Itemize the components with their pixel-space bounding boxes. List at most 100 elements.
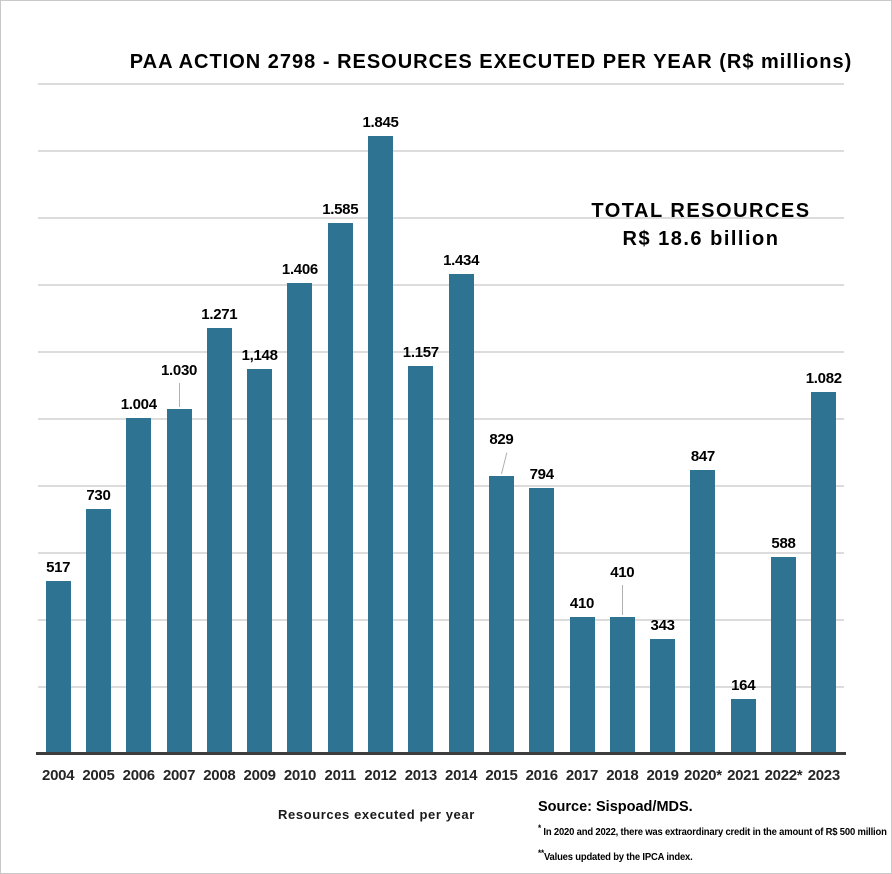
bar-2011 <box>327 223 353 754</box>
bar-slot-2005: 730 2005 <box>78 84 118 784</box>
bar-value-label: 410 <box>569 595 595 612</box>
bar-2017 <box>569 617 595 754</box>
bar-value-label: 343 <box>650 617 675 634</box>
bar-slot-2022*: 588 2022* <box>763 84 803 784</box>
bar-2006 <box>126 418 152 754</box>
x-tick-label: 2019 <box>646 767 679 784</box>
x-tick-label: 2014 <box>445 767 478 784</box>
total-resources-annotation: TOTAL RESOURCES R$ 18.6 billion <box>581 197 821 253</box>
bar-value-label: 1.434 <box>443 252 480 269</box>
x-tick-label: 2008 <box>203 767 236 784</box>
total-resources-line1: TOTAL RESOURCES <box>591 200 811 222</box>
bar-value-label: 847 <box>690 448 715 465</box>
bar-slot-2018: 410 2018 <box>602 84 642 784</box>
bar-value-label: 1.082 <box>805 370 842 387</box>
x-tick-label: 2009 <box>243 767 276 784</box>
gridline <box>38 284 844 286</box>
x-tick-label: 2013 <box>404 767 437 784</box>
x-tick-label: 2007 <box>162 767 196 784</box>
bar-2022* <box>770 557 796 754</box>
bar-value-label: 588 <box>771 535 796 552</box>
chart-title: PAA ACTION 2798 - RESOURCES EXECUTED PER… <box>129 51 853 73</box>
x-tick-label: 2018 <box>606 767 639 784</box>
bar-2019 <box>650 639 676 754</box>
bar-slot-2014: 1.434 2014 <box>441 84 481 784</box>
total-resources-line2: R$ 18.6 billion <box>622 228 780 250</box>
gridline <box>38 485 844 487</box>
bar-slot-2020*: 847 2020* <box>683 84 723 784</box>
source-note: Source: Sispoad/MDS. <box>538 799 693 815</box>
bar-2008 <box>206 328 232 754</box>
bar-2020* <box>690 470 716 754</box>
bar-2018 <box>609 617 635 754</box>
bar-value-label: 730 <box>86 487 111 504</box>
bar-value-label: 517 <box>46 559 71 576</box>
bar-2009 <box>247 369 273 754</box>
x-tick-label: 2023 <box>807 767 840 784</box>
footnote-2-text: Values updated by the IPCA index. <box>543 851 693 863</box>
x-axis-line <box>36 752 846 755</box>
x-tick-label: 2015 <box>485 767 518 784</box>
bar-value-label: 829 <box>489 431 514 448</box>
bar-value-label: 1.271 <box>201 306 238 323</box>
leader-line <box>501 452 508 475</box>
x-tick-label: 2004 <box>42 767 75 784</box>
bar-slot-2004: 517 2004 <box>38 84 78 784</box>
gridline <box>38 686 844 688</box>
bar-value-label: 1.157 <box>402 344 439 361</box>
gridline <box>38 619 844 621</box>
bar-2004 <box>45 581 71 754</box>
gridline <box>38 83 844 85</box>
x-tick-label: 2010 <box>283 767 317 784</box>
gridline <box>38 351 844 353</box>
bar-value-label: 794 <box>529 466 554 483</box>
bar-value-label: 1,148 <box>241 347 278 364</box>
x-axis-caption: Resources executed per year <box>278 807 475 822</box>
bar-slot-2012: 1.845 2012 <box>360 84 400 784</box>
bar-2005 <box>85 509 111 754</box>
leader-line <box>622 585 624 615</box>
bar-value-label: 1.004 <box>120 396 157 413</box>
bar-2015 <box>488 476 514 754</box>
bar-value-label: 164 <box>731 677 756 694</box>
footnote-2-asterisk: ** <box>538 848 544 858</box>
x-tick-label: 2016 <box>525 767 558 784</box>
plot-area: 517 2004 730 2005 1.004 2006 1.030 2007 1.271 200… <box>36 83 846 784</box>
bar-slot-2016: 794 2016 <box>522 84 562 784</box>
x-tick-label: 2022* <box>764 767 803 784</box>
bar-slot-2017: 410 2017 <box>562 84 602 784</box>
x-tick-label: 2012 <box>364 767 397 784</box>
footnote-extraordinary-credit: * In 2020 and 2022, there was extraordin… <box>538 823 887 838</box>
bar-slot-2008: 1.271 2008 <box>199 84 239 784</box>
gridline <box>38 552 844 554</box>
bar-2010 <box>287 283 313 754</box>
bar-2012 <box>368 136 394 754</box>
footnote-1-asterisk: * <box>538 823 541 833</box>
bar-slot-2011: 1.585 2011 <box>320 84 360 784</box>
x-tick-label: 2011 <box>324 767 357 784</box>
bar-slot-2019: 343 2019 <box>642 84 682 784</box>
bar-slot-2015: 829 2015 <box>481 84 521 784</box>
bar-2023 <box>811 392 837 754</box>
bar-2007 <box>166 409 192 754</box>
footnote-1-text: In 2020 and 2022, there was extraordinar… <box>540 826 887 838</box>
bar-slot-2010: 1.406 2010 <box>280 84 320 784</box>
x-tick-label: 2017 <box>565 767 599 784</box>
bar-2021 <box>730 699 756 754</box>
x-tick-label: 2020* <box>684 767 722 784</box>
bar-value-label: 1.845 <box>362 114 399 131</box>
bar-slot-2009: 1,148 2009 <box>239 84 279 784</box>
gridline <box>38 418 844 420</box>
footnote-ipca-index: **Values updated by the IPCA index. <box>538 848 693 863</box>
bar-value-label: 1.585 <box>322 201 359 218</box>
bar-slot-2021: 164 2021 <box>723 84 763 784</box>
gridline <box>38 217 844 219</box>
bar-slots: 517 2004 730 2005 1.004 2006 1.030 2007 1.271 200… <box>38 84 844 784</box>
bar-slot-2013: 1.157 2013 <box>401 84 441 784</box>
gridline <box>38 150 844 152</box>
leader-line <box>179 383 181 407</box>
bar-value-label: 1.030 <box>161 362 198 379</box>
bar-slot-2006: 1.004 2006 <box>119 84 159 784</box>
x-tick-label: 2021 <box>727 767 760 784</box>
